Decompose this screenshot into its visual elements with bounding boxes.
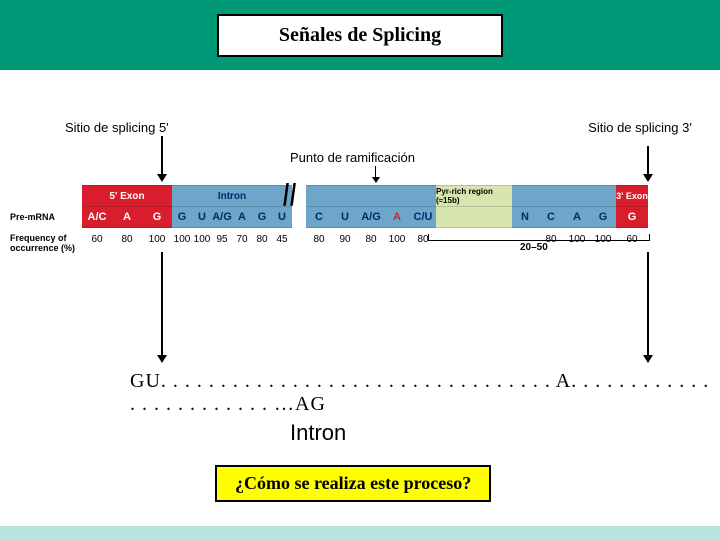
seq-cell: A/C bbox=[82, 206, 112, 228]
seq-cell: A/G bbox=[358, 206, 384, 228]
seq-cell: G bbox=[616, 206, 648, 228]
question-box: ¿Cómo se realiza este proceso? bbox=[215, 465, 491, 502]
freq-cell: 100 bbox=[192, 234, 212, 254]
freq-cell: 60 bbox=[82, 234, 112, 254]
region-header bbox=[512, 185, 616, 207]
seq-cell: A bbox=[112, 206, 142, 228]
seq-cell: A bbox=[384, 206, 410, 228]
gap-slash: / bbox=[290, 177, 296, 213]
freq-cell: 80 bbox=[358, 234, 384, 254]
bracket-20-50 bbox=[428, 234, 650, 241]
label-3prime: Sitio de splicing 3' bbox=[580, 120, 700, 135]
freq-cell: 100 bbox=[172, 234, 192, 254]
arrow-to-gu bbox=[161, 252, 163, 357]
seq-cell: G bbox=[590, 206, 616, 228]
splicing-diagram: 5' ExonIntron Pyr-rich region (≈15b) 3' Ex… bbox=[10, 185, 710, 254]
seq-cell: U bbox=[192, 206, 212, 228]
freq-cell: 70 bbox=[232, 234, 252, 254]
freq-cell: 95 bbox=[212, 234, 232, 254]
region-header: Pyr-rich region (≈15b) bbox=[436, 185, 512, 207]
footer-strip bbox=[0, 526, 720, 540]
freq-cell: 90 bbox=[332, 234, 358, 254]
seq-cell: A/G bbox=[212, 206, 232, 228]
seq-cell: C/U bbox=[410, 206, 436, 228]
region-header bbox=[306, 185, 436, 207]
freq-cell: 80 bbox=[252, 234, 272, 254]
arrow-3prime bbox=[647, 146, 649, 176]
label-branch: Punto de ramificación bbox=[290, 150, 415, 165]
seq-cell: A bbox=[564, 206, 590, 228]
seq-cell: U bbox=[332, 206, 358, 228]
seq-cell: C bbox=[538, 206, 564, 228]
label-5prime: Sitio de splicing 5' bbox=[65, 120, 169, 135]
freq-cell: 100 bbox=[142, 234, 172, 254]
arrow-to-ag bbox=[647, 252, 649, 357]
seq-cell: G bbox=[172, 206, 192, 228]
arrow-branch bbox=[375, 166, 376, 178]
seq-cell: A bbox=[232, 206, 252, 228]
seq-cell bbox=[436, 206, 512, 228]
seq-cell: G bbox=[252, 206, 272, 228]
freq-cell: 80 bbox=[112, 234, 142, 254]
gap-slash: / bbox=[283, 177, 289, 213]
freq-cell: 45 bbox=[272, 234, 292, 254]
intron-label: Intron bbox=[290, 420, 346, 446]
seq-cell: N bbox=[512, 206, 538, 228]
freq-cell: 100 bbox=[384, 234, 410, 254]
freq-cell: 80 bbox=[306, 234, 332, 254]
arrow-5prime bbox=[161, 136, 163, 176]
seq-cell: C bbox=[306, 206, 332, 228]
page-title: Señales de Splicing bbox=[217, 14, 503, 57]
region-header: 5' Exon bbox=[82, 185, 172, 207]
bracket-label: 20–50 bbox=[520, 242, 548, 253]
region-header: 3' Exon bbox=[616, 185, 648, 207]
seq-cell: G bbox=[142, 206, 172, 228]
region-header: Intron bbox=[172, 185, 292, 207]
gu-ag-sequence: GU. . . . . . . . . . . . . . . . . . . … bbox=[130, 370, 720, 416]
